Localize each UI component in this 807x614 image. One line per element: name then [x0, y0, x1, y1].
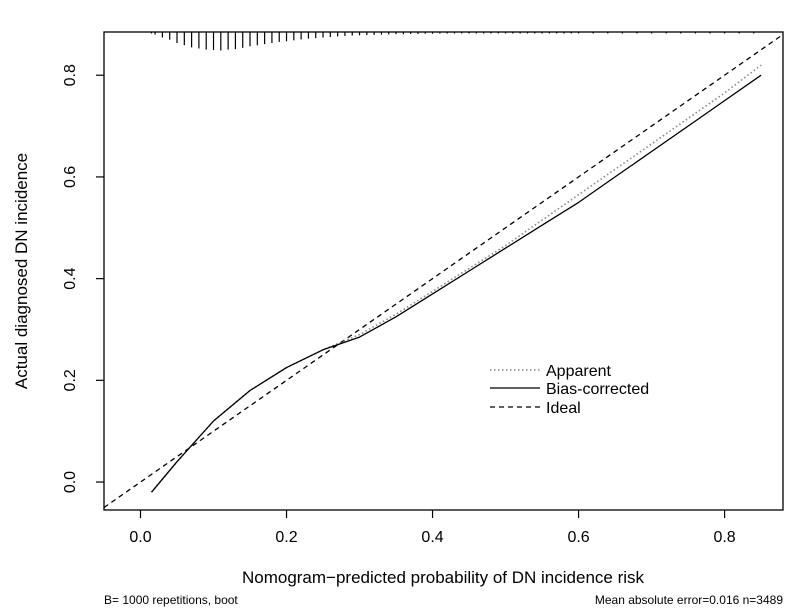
plot-frame	[103, 31, 784, 511]
y-tick-label: 0.8	[62, 64, 79, 86]
legend-label-ideal: Ideal	[546, 400, 581, 417]
y-axis: 0.0 0.2 0.4 0.6 0.8	[62, 64, 104, 493]
x-tick-label: 0.4	[421, 529, 443, 546]
x-tick-label: 0.8	[713, 529, 735, 546]
y-tick-label: 0.2	[62, 369, 79, 391]
x-axis: 0.0 0.2 0.4 0.6 0.8	[129, 510, 736, 546]
legend: Apparent Bias-corrected Ideal	[490, 363, 649, 417]
series-line-bias-corrected	[151, 74, 762, 493]
rug-plot	[150, 32, 755, 51]
y-tick-label: 0.4	[62, 267, 79, 289]
x-axis-title: Nomogram−predicted probability of DN inc…	[242, 568, 645, 587]
y-tick-label: 0.0	[62, 471, 79, 493]
y-tick-label: 0.6	[62, 166, 79, 188]
footer-right-note: Mean absolute error=0.016 n=3489	[595, 593, 783, 607]
y-axis-title: Actual diagnosed DN incidence	[12, 153, 31, 389]
footer-left-note: B= 1000 repetitions, boot	[104, 593, 238, 607]
series-lines	[103, 33, 784, 509]
series-line-ideal	[103, 33, 784, 509]
x-tick-label: 0.6	[567, 529, 589, 546]
legend-label-bias-corrected: Bias-corrected	[546, 381, 649, 398]
legend-label-apparent: Apparent	[546, 363, 611, 380]
x-tick-label: 0.0	[129, 529, 151, 546]
x-tick-label: 0.2	[275, 529, 297, 546]
